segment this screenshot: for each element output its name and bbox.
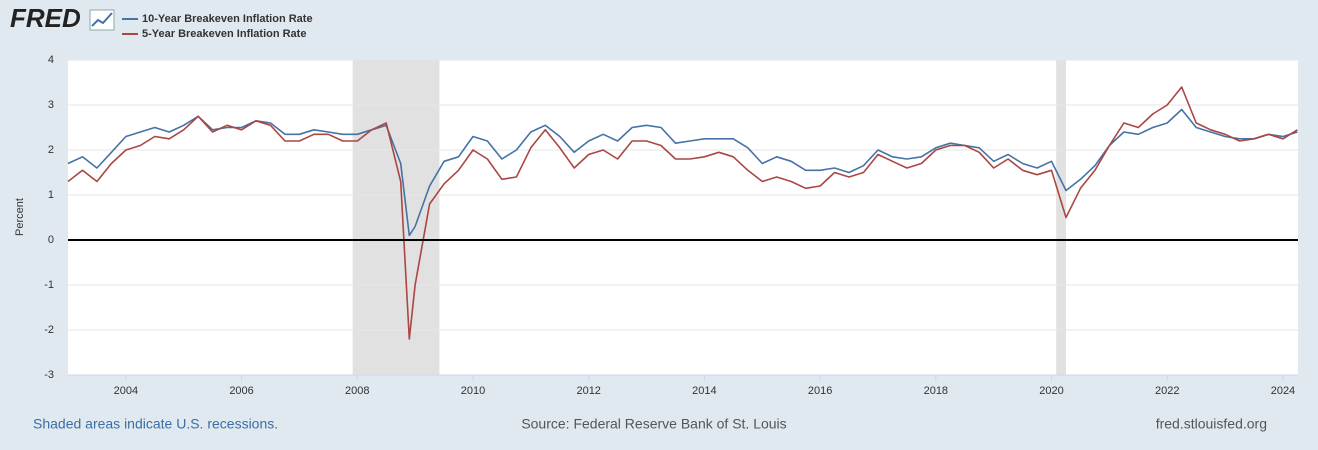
y-axis-label: Percent [14,198,26,236]
x-tick-label: 2012 [576,385,600,397]
x-tick-label: 2022 [1155,385,1179,397]
logo: FRED [10,3,81,33]
x-tick-label: 2016 [808,385,832,397]
x-tick-label: 2020 [1039,385,1063,397]
logo-icon [89,9,115,31]
x-tick-label: 2006 [229,385,253,397]
x-tick-label: 2024 [1271,385,1295,397]
recession-note: Shaded areas indicate U.S. recessions. [33,416,278,432]
y-tick-label: 1 [48,189,54,201]
series-line [67,86,1298,340]
series-line [67,108,1298,237]
legend-label: 10-Year Breakeven Inflation Rate [142,13,313,25]
x-tick-label: 2008 [345,385,369,397]
x-tick-label: 2010 [461,385,485,397]
y-tick-label: -3 [44,369,54,381]
x-tick-label: 2018 [924,385,948,397]
site: fred.stlouisfed.org [1156,416,1267,432]
recession-shade [1056,60,1067,375]
plot-area [68,60,1298,375]
y-tick-label: -2 [44,324,54,336]
x-tick-label: 2014 [692,385,716,397]
source: Source: Federal Reserve Bank of St. Loui… [521,416,786,432]
y-tick-label: 2 [48,144,54,156]
y-tick-label: -1 [44,279,54,291]
x-tick-label: 2004 [114,385,138,397]
legend-label: 5-Year Breakeven Inflation Rate [142,28,306,40]
y-tick-label: 4 [48,54,54,66]
y-tick-label: 3 [48,99,54,111]
recession-shade [352,60,440,375]
y-tick-label: 0 [48,234,54,246]
